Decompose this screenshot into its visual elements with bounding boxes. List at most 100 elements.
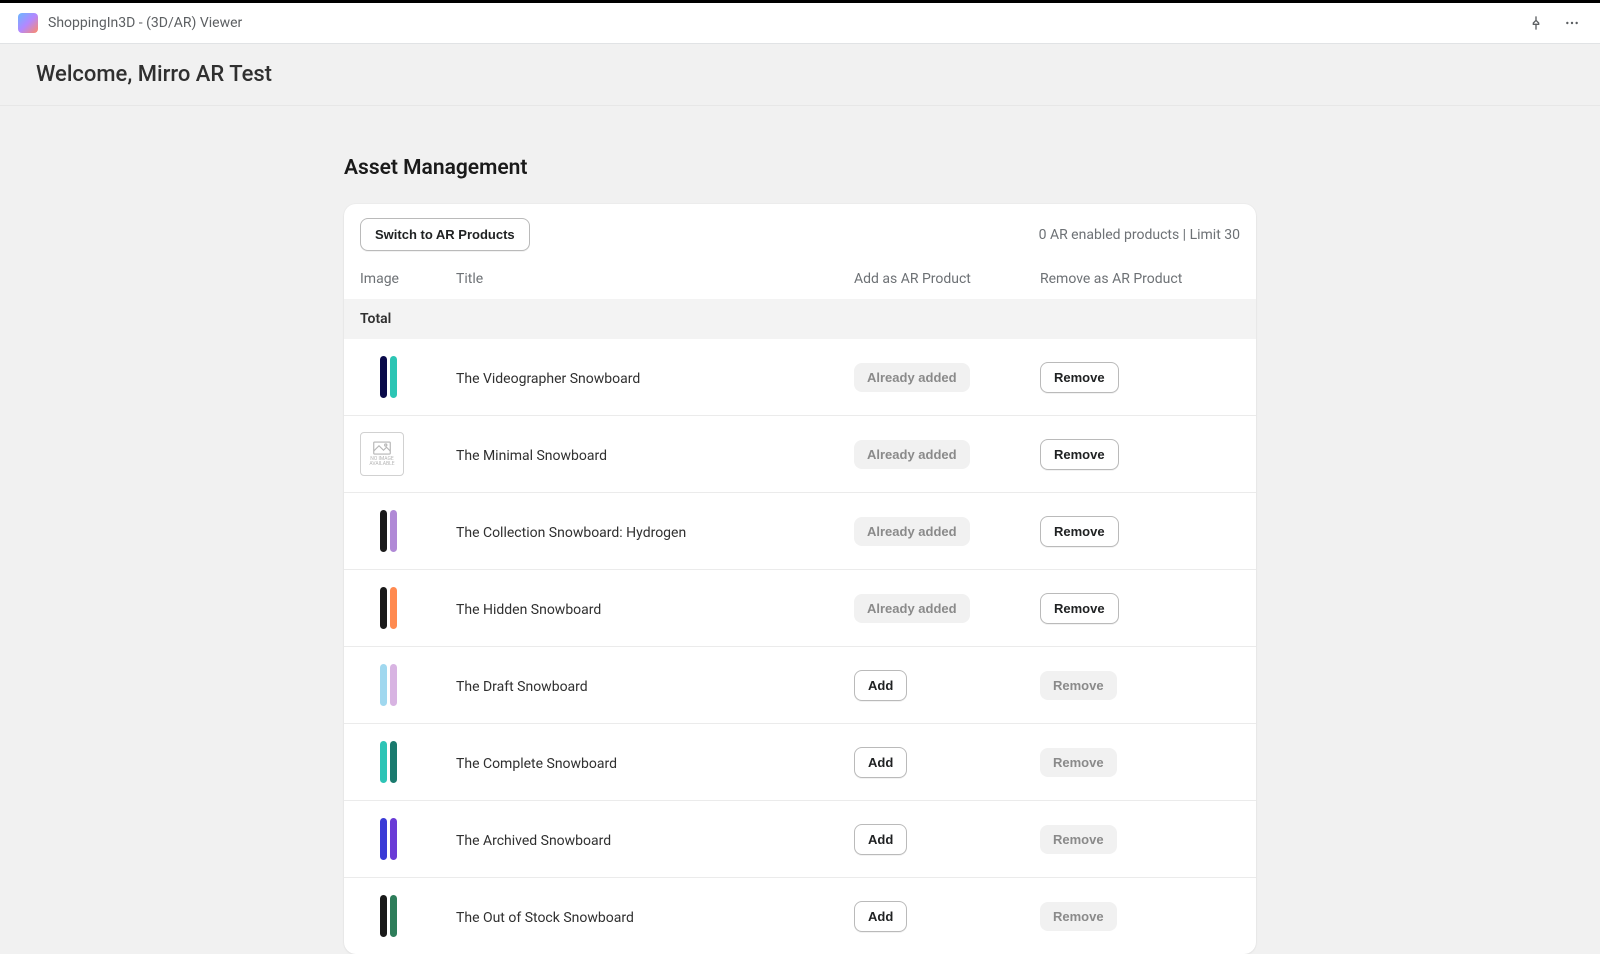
snowboard-icon <box>380 741 387 783</box>
product-remove-cell: Remove <box>1040 362 1240 393</box>
product-title: The Videographer Snowboard <box>456 371 640 387</box>
already-added-button: Already added <box>854 594 970 623</box>
pin-icon[interactable] <box>1526 13 1546 33</box>
product-remove-cell: Remove <box>1040 439 1240 470</box>
product-row: NO IMAGE AVAILABLE The Minimal Snowboard A… <box>344 416 1256 493</box>
snowboard-icon <box>380 510 387 552</box>
titlebar: ShoppingIn3D - (3D/AR) Viewer <box>0 0 1600 44</box>
product-remove-cell: Remove <box>1040 671 1240 700</box>
product-row: The Archived Snowboard Add Remove <box>344 801 1256 878</box>
snowboard-icon <box>390 510 397 552</box>
product-image-cell <box>360 740 456 784</box>
snowboard-icon <box>390 587 397 629</box>
col-header-title: Title <box>456 271 854 287</box>
snowboard-icon <box>390 356 397 398</box>
remove-button-disabled: Remove <box>1040 825 1117 854</box>
product-add-cell: Already added <box>854 363 1040 392</box>
snowboard-icon <box>380 664 387 706</box>
snowboard-icon <box>380 895 387 937</box>
product-row: The Draft Snowboard Add Remove <box>344 647 1256 724</box>
add-button[interactable]: Add <box>854 901 907 932</box>
remove-button[interactable]: Remove <box>1040 516 1119 547</box>
titlebar-left: ShoppingIn3D - (3D/AR) Viewer <box>18 13 242 33</box>
already-added-button: Already added <box>854 440 970 469</box>
product-title: The Hidden Snowboard <box>456 602 601 618</box>
col-header-remove: Remove as AR Product <box>1040 271 1240 287</box>
product-title-cell: The Minimal Snowboard <box>456 445 854 464</box>
add-button[interactable]: Add <box>854 747 907 778</box>
product-row: The Complete Snowboard Add Remove <box>344 724 1256 801</box>
product-title: The Minimal Snowboard <box>456 448 607 464</box>
product-title: The Complete Snowboard <box>456 756 617 772</box>
titlebar-right <box>1526 13 1582 33</box>
asset-card: Switch to AR Products 0 AR enabled produ… <box>344 204 1256 954</box>
product-thumb <box>366 355 410 399</box>
card-header: Switch to AR Products 0 AR enabled produ… <box>344 204 1256 261</box>
add-button[interactable]: Add <box>854 824 907 855</box>
product-add-cell: Add <box>854 670 1040 701</box>
switch-ar-button[interactable]: Switch to AR Products <box>360 218 530 251</box>
product-title: The Collection Snowboard: Hydrogen <box>456 525 686 541</box>
section-title: Asset Management <box>344 156 1256 180</box>
product-title-cell: The Draft Snowboard <box>456 676 854 695</box>
limit-text: 0 AR enabled products | Limit 30 <box>1039 227 1240 243</box>
remove-button-disabled: Remove <box>1040 671 1117 700</box>
product-thumb <box>366 894 410 938</box>
product-image-cell <box>360 509 456 553</box>
product-row: The Videographer Snowboard Already added R… <box>344 339 1256 416</box>
remove-button[interactable]: Remove <box>1040 593 1119 624</box>
product-title: The Out of Stock Snowboard <box>456 910 634 926</box>
page-content: Asset Management Switch to AR Products 0… <box>0 106 1600 954</box>
product-thumb <box>366 509 410 553</box>
product-add-cell: Add <box>854 901 1040 932</box>
product-thumb <box>366 740 410 784</box>
product-add-cell: Already added <box>854 517 1040 546</box>
col-header-image: Image <box>360 271 456 287</box>
snowboard-icon <box>390 741 397 783</box>
snowboard-icon <box>380 587 387 629</box>
app-icon <box>18 13 38 33</box>
product-thumb <box>366 817 410 861</box>
product-remove-cell: Remove <box>1040 516 1240 547</box>
content-inner: Asset Management Switch to AR Products 0… <box>344 156 1256 954</box>
product-title-cell: The Archived Snowboard <box>456 830 854 849</box>
remove-button[interactable]: Remove <box>1040 439 1119 470</box>
product-title: The Draft Snowboard <box>456 679 588 695</box>
product-add-cell: Add <box>854 747 1040 778</box>
product-title: The Archived Snowboard <box>456 833 611 849</box>
product-thumb <box>366 663 410 707</box>
remove-button-disabled: Remove <box>1040 748 1117 777</box>
product-remove-cell: Remove <box>1040 748 1240 777</box>
col-header-add: Add as AR Product <box>854 271 1040 287</box>
product-title-cell: The Collection Snowboard: Hydrogen <box>456 522 854 541</box>
product-add-cell: Already added <box>854 440 1040 469</box>
add-button[interactable]: Add <box>854 670 907 701</box>
product-remove-cell: Remove <box>1040 593 1240 624</box>
product-rows: The Videographer SnowboardAlready addedR… <box>344 339 1256 954</box>
product-remove-cell: Remove <box>1040 825 1240 854</box>
product-row: The Out of Stock Snowboard Add Remove <box>344 878 1256 954</box>
already-added-button: Already added <box>854 363 970 392</box>
remove-button[interactable]: Remove <box>1040 362 1119 393</box>
app-title: ShoppingIn3D - (3D/AR) Viewer <box>48 15 242 31</box>
table-header: Image Title Add as AR Product Remove as … <box>344 261 1256 299</box>
product-image-cell: NO IMAGE AVAILABLE <box>360 432 456 476</box>
product-title-cell: The Complete Snowboard <box>456 753 854 772</box>
product-image-cell <box>360 586 456 630</box>
product-row: The Hidden Snowboard Already added Remove <box>344 570 1256 647</box>
welcome-text: Welcome, Mirro AR Test <box>36 62 1564 87</box>
snowboard-icon <box>380 356 387 398</box>
product-thumb <box>366 586 410 630</box>
snowboard-icon <box>390 818 397 860</box>
more-icon[interactable] <box>1562 13 1582 33</box>
product-image-cell <box>360 894 456 938</box>
product-image-cell <box>360 817 456 861</box>
snowboard-icon <box>390 664 397 706</box>
no-image-placeholder: NO IMAGE AVAILABLE <box>360 432 404 476</box>
product-title-cell: The Hidden Snowboard <box>456 599 854 618</box>
product-image-cell <box>360 355 456 399</box>
product-title-cell: The Videographer Snowboard <box>456 368 854 387</box>
product-row: The Collection Snowboard: Hydrogen Alread… <box>344 493 1256 570</box>
remove-button-disabled: Remove <box>1040 902 1117 931</box>
total-row: Total <box>344 299 1256 339</box>
